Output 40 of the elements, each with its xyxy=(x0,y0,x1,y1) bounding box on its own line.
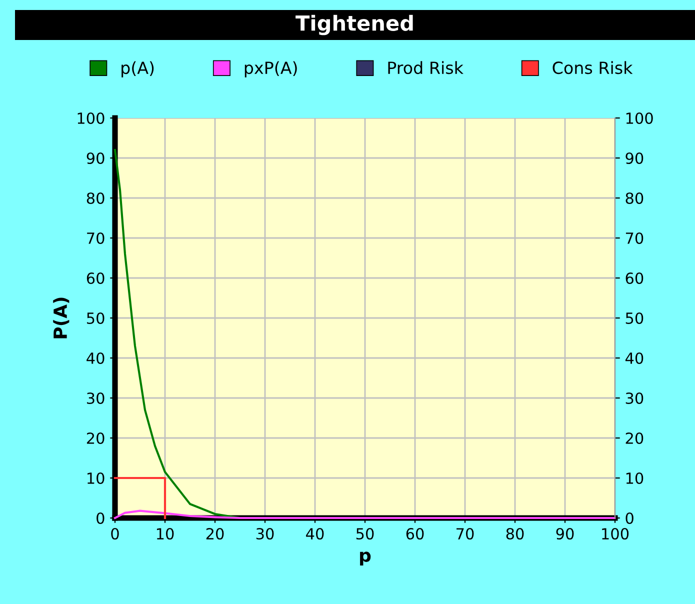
x-tick-label: 70 xyxy=(456,528,474,540)
y-tick-label: 40 xyxy=(86,352,104,364)
y-tick-label: 100 xyxy=(78,112,104,124)
y-tick-label: 80 xyxy=(86,192,104,204)
x-axis-title: p xyxy=(360,552,371,566)
y-tick-label: 60 xyxy=(86,272,104,284)
y2-tick-label: 60 xyxy=(626,272,644,284)
y2-tick-label: 100 xyxy=(626,112,653,124)
y2-tick-label: 10 xyxy=(626,472,644,484)
x-tick-label: 100 xyxy=(602,528,629,540)
y2-tick-label: 80 xyxy=(626,192,644,204)
y-tick-label: 50 xyxy=(87,312,104,324)
y-tick-label: 20 xyxy=(86,432,104,444)
y2-tick-label: 90 xyxy=(626,152,644,164)
legend-label: Cons Risk xyxy=(552,61,633,74)
legend-label: p(A) xyxy=(122,61,154,78)
chart-title: Tightened xyxy=(296,14,413,36)
y-tick-label: 70 xyxy=(87,232,104,244)
x-tick-label: 60 xyxy=(406,528,424,540)
x-tick-label: 40 xyxy=(306,528,324,540)
y-tick-label: 30 xyxy=(87,392,104,404)
y-tick-label: 0 xyxy=(96,512,104,524)
y2-tick-label: 40 xyxy=(625,352,644,364)
legend-label: Prod Risk xyxy=(388,61,464,74)
x-tick-label: 0 xyxy=(111,528,119,540)
y2-tick-label: 20 xyxy=(626,432,644,444)
x-tick-label: 90 xyxy=(556,528,574,540)
y2-tick-label: 0 xyxy=(626,512,634,524)
x-tick-label: 30 xyxy=(256,528,274,540)
x-tick-label: 80 xyxy=(506,528,524,540)
y2-tick-label: 50 xyxy=(626,312,644,324)
y-axis-title: P(A) xyxy=(53,298,70,338)
y2-tick-label: 30 xyxy=(626,392,644,404)
y2-tick-label: 70 xyxy=(626,232,644,244)
y-tick-label: 90 xyxy=(86,152,104,164)
y-tick-label: 10 xyxy=(88,472,104,484)
legend-label: pxP(A) xyxy=(244,61,297,78)
x-tick-label: 50 xyxy=(356,528,374,540)
x-tick-label: 20 xyxy=(206,528,224,540)
x-tick-label: 10 xyxy=(156,528,174,540)
